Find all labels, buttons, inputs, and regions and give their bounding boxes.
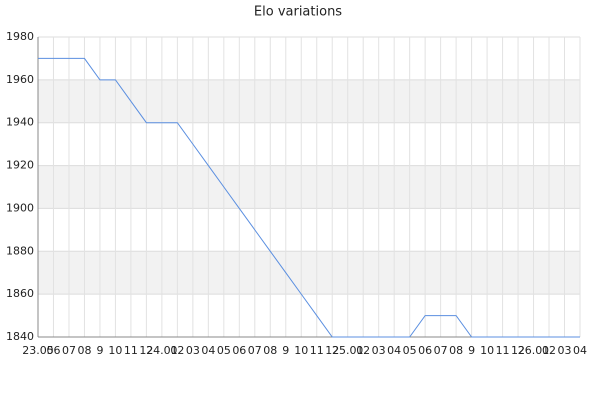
- x-tick-label: 06: [418, 344, 432, 357]
- x-tick-label: 02: [170, 344, 184, 357]
- x-tick-label: 06: [46, 344, 60, 357]
- chart-title: Elo variations: [254, 5, 342, 20]
- x-tick-label: 9: [468, 344, 475, 357]
- x-tick-label: 10: [108, 344, 122, 357]
- y-tick-label: 1920: [6, 159, 34, 172]
- x-tick-label: 12: [511, 344, 525, 357]
- x-tick-label: 07: [62, 344, 76, 357]
- x-tick-label: 08: [263, 344, 277, 357]
- x-tick-label: 07: [434, 344, 448, 357]
- x-tick-label: 26.01: [518, 344, 550, 357]
- y-tick-label: 1840: [6, 330, 34, 343]
- x-tick-label: 02: [356, 344, 370, 357]
- y-tick-label: 1860: [6, 287, 34, 300]
- x-tick-label: 03: [558, 344, 572, 357]
- y-tick-label: 1980: [6, 30, 34, 43]
- x-tick-label: 04: [573, 344, 587, 357]
- y-tick-label: 1900: [6, 201, 34, 214]
- x-tick-label: 10: [480, 344, 494, 357]
- x-tick-label: 04: [387, 344, 401, 357]
- y-tick-label: 1940: [6, 116, 34, 129]
- series-line: [38, 57, 580, 338]
- x-tick-label: 02: [542, 344, 556, 357]
- x-tick-label: 05: [217, 344, 231, 357]
- grid-band: [38, 165, 580, 209]
- y-tick-label: 1960: [6, 73, 34, 86]
- x-tick-label: 06: [232, 344, 246, 357]
- x-tick-label: 03: [186, 344, 200, 357]
- x-tick-label: 25.01: [332, 344, 364, 357]
- x-tick-label: 11: [496, 344, 510, 357]
- x-tick-label: 11: [124, 344, 138, 357]
- grid-band: [38, 251, 580, 295]
- x-tick-label: 11: [310, 344, 324, 357]
- x-tick-label: 08: [449, 344, 463, 357]
- grid-band: [38, 79, 580, 123]
- x-tick-label: 04: [201, 344, 215, 357]
- x-tick-label: 24.01: [146, 344, 178, 357]
- x-tick-label: 03: [372, 344, 386, 357]
- x-tick-label: 10: [294, 344, 308, 357]
- x-tick-label: 08: [77, 344, 91, 357]
- x-tick-label: 05: [403, 344, 417, 357]
- x-tick-label: 23.05: [22, 344, 54, 357]
- x-tick-label: 12: [325, 344, 339, 357]
- x-tick-label: 9: [282, 344, 289, 357]
- y-tick-label: 1880: [6, 244, 34, 257]
- x-tick-label: 9: [96, 344, 103, 357]
- x-tick-label: 12: [139, 344, 153, 357]
- x-tick-label: 07: [248, 344, 262, 357]
